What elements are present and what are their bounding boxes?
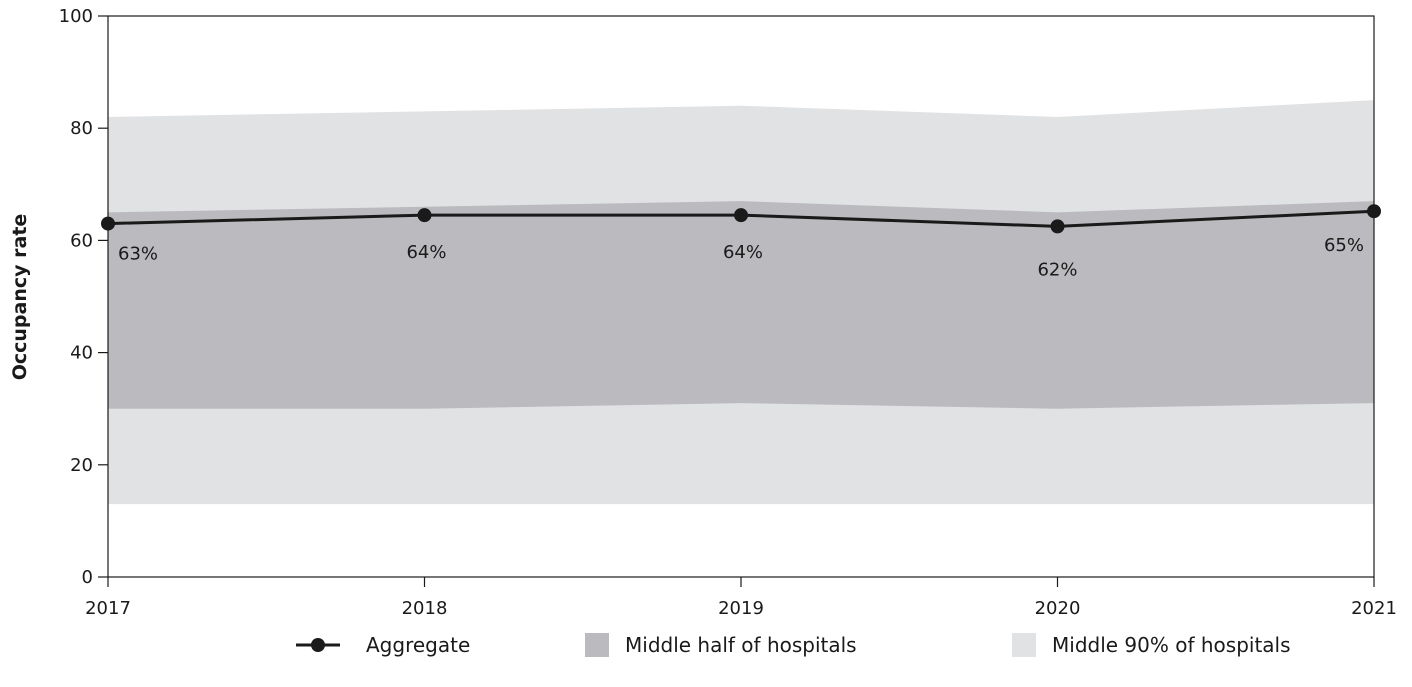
y-tick-label: 100 — [59, 6, 93, 27]
y-tick-label: 60 — [70, 230, 93, 251]
y-tick-label: 20 — [70, 455, 93, 476]
y-tick-label: 40 — [70, 343, 93, 364]
bands-layer — [108, 100, 1374, 505]
aggregate-data-label: 64% — [406, 242, 446, 263]
legend-item: Aggregate — [296, 633, 470, 657]
aggregate-point — [417, 208, 432, 223]
aggregate-data-label: 63% — [118, 244, 158, 265]
legend-point-swatch — [311, 638, 325, 652]
aggregate-data-label: 62% — [1037, 259, 1077, 280]
legend-item: Middle half of hospitals — [585, 633, 857, 657]
aggregate-data-label: 65% — [1324, 235, 1364, 256]
axis-ticks: 0 20 40 60 80 100 2017 2018 2019 2020 2021 — [59, 6, 1397, 619]
aggregate-point — [1050, 219, 1065, 234]
aggregate-line-layer: 63% 64% 64% 62% 65% — [101, 204, 1381, 280]
x-tick-label: 2020 — [1035, 598, 1081, 619]
y-tick-label: 80 — [70, 118, 93, 139]
legend-box-swatch — [585, 633, 609, 657]
band-middle-half-of-hospitals — [108, 201, 1374, 409]
legend-item: Middle 90% of hospitals — [1012, 633, 1291, 657]
aggregate-point — [1367, 204, 1381, 219]
x-tick-label: 2017 — [85, 598, 131, 619]
legend-box-swatch — [1012, 633, 1036, 657]
x-tick-label: 2019 — [718, 598, 764, 619]
aggregate-point — [101, 216, 115, 231]
x-tick-label: 2018 — [402, 598, 448, 619]
legend-label: Middle half of hospitals — [625, 633, 857, 657]
legend-label: Aggregate — [366, 633, 470, 657]
x-tick-label: 2021 — [1351, 598, 1397, 619]
y-axis-title: Occupancy rate — [9, 214, 31, 381]
legend: Aggregate Middle half of hospitals Middle … — [296, 633, 1291, 657]
legend-label: Middle 90% of hospitals — [1052, 633, 1291, 657]
aggregate-data-label: 64% — [723, 242, 763, 263]
y-tick-label: 0 — [82, 567, 93, 588]
aggregate-point — [734, 208, 748, 223]
